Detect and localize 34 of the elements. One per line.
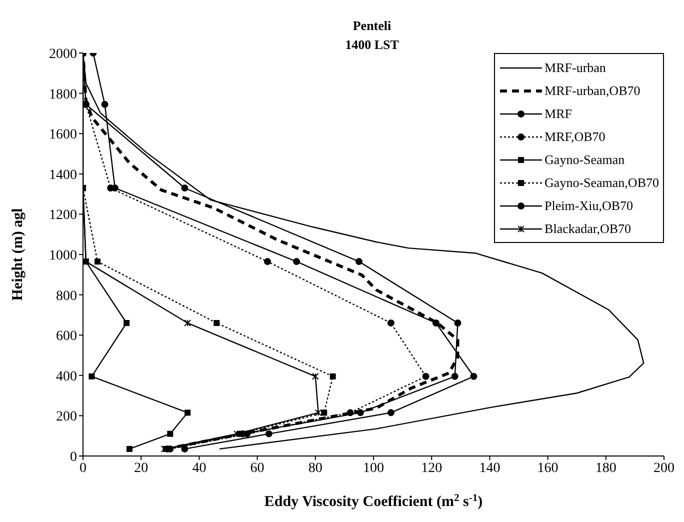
legend-label: MRF xyxy=(544,106,572,122)
legend-label: Pleim-Xiu,OB70 xyxy=(544,198,634,214)
x-tick-label: 180 xyxy=(595,460,616,476)
y-axis-title: Height (m) agl xyxy=(10,208,26,301)
legend-label: Gayno-Seaman,OB70 xyxy=(544,174,659,190)
y-tick-label: 1200 xyxy=(49,208,77,224)
legend-label: MRF-urban,OB70 xyxy=(544,82,640,98)
x-axis-title: Eddy Viscosity Coefficient (m$^{2}$ s$^{-1}$) xyxy=(264,492,483,510)
x-tick-label: 160 xyxy=(537,460,558,476)
y-tick-label: 2000 xyxy=(49,46,77,62)
legend-label: MRF-urban xyxy=(544,60,606,76)
y-tick-label: 1800 xyxy=(49,87,77,102)
chart-title: Penteli xyxy=(352,17,392,35)
legend-label: MRF,OB70 xyxy=(544,128,606,144)
x-tick-label: 140 xyxy=(479,460,500,476)
chart-subtitle: 1400 LST xyxy=(345,37,399,52)
y-tick-label: 1000 xyxy=(49,248,77,264)
legend-label: Blackadar,OB70 xyxy=(544,220,632,236)
x-tick-label: 60 xyxy=(250,460,264,476)
x-tick-label: 40 xyxy=(192,460,206,476)
x-tick-label: 100 xyxy=(363,460,384,476)
y-tick-label: 400 xyxy=(56,369,77,384)
y-tick-label: 1600 xyxy=(49,128,77,143)
y-tick-label: 600 xyxy=(56,329,77,344)
x-tick-label: 0 xyxy=(80,460,86,476)
x-tick-label: 120 xyxy=(421,460,442,476)
x-tick-label: 20 xyxy=(134,460,148,476)
y-tick-label: 200 xyxy=(56,410,77,425)
y-tick-label: 1400 xyxy=(49,168,77,183)
x-tick-label: 80 xyxy=(308,460,322,476)
x-tick-label: 200 xyxy=(654,460,674,476)
y-tick-label: 0 xyxy=(70,450,77,465)
y-tick-label: 800 xyxy=(56,288,77,304)
legend-label: Gayno-Seaman xyxy=(544,152,625,168)
